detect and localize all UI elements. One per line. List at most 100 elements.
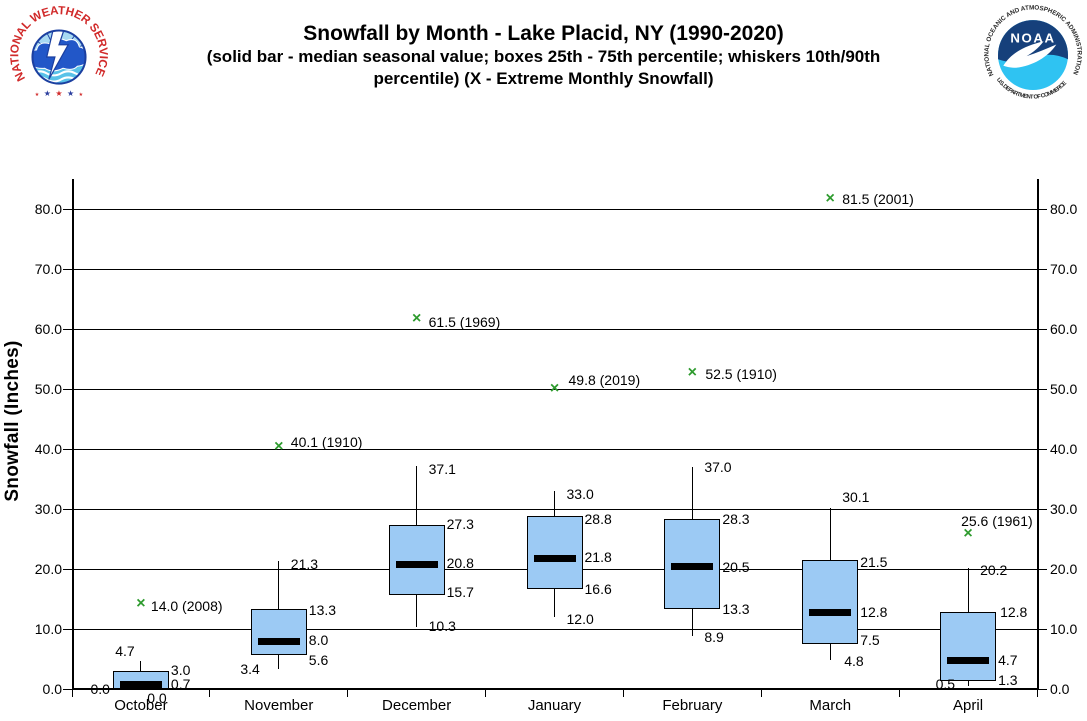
extreme-label-december: 61.5 (1969) xyxy=(428,314,501,330)
y-axis-label-left-0.0: 0.0 xyxy=(42,681,62,697)
value-label-march-p25: 7.5 xyxy=(860,632,880,648)
y-axis-label-right-50.0: 50.0 xyxy=(1050,381,1078,397)
value-label-april-p10: 0.5 xyxy=(935,676,956,692)
y-axis-label-left-60.0: 60.0 xyxy=(34,321,62,337)
y-axis-label-left-50.0: 50.0 xyxy=(34,381,62,397)
x-axis xyxy=(72,688,1039,690)
x-tick-3 xyxy=(485,689,487,697)
y-axis-left xyxy=(72,179,74,690)
y-axis-label-right-20.0: 20.0 xyxy=(1050,561,1078,577)
value-label-december-p10: 10.3 xyxy=(428,618,456,635)
box-march xyxy=(802,560,859,644)
value-label-november-median: 8.0 xyxy=(308,632,329,648)
median-bar-january xyxy=(533,554,576,562)
value-label-november-p10: 3.4 xyxy=(240,660,260,677)
value-label-october-p10: 0.0 xyxy=(90,681,110,697)
value-label-february-p25: 13.3 xyxy=(722,601,750,618)
month-label-february: February xyxy=(662,697,723,714)
value-label-march-p75: 21.5 xyxy=(860,554,888,570)
median-bar-april xyxy=(947,657,990,665)
whisker-bottom-april xyxy=(967,681,969,686)
gridline-60 xyxy=(72,328,1037,330)
extreme-marker-march: × xyxy=(825,190,835,207)
y-tick-right-10.0 xyxy=(1039,628,1047,630)
y-axis-label-left-30.0: 30.0 xyxy=(34,501,62,517)
nws-stars-icon: ★ ★ ★ ★ ★ xyxy=(35,89,84,98)
y-tick-right-0.0 xyxy=(1039,688,1047,690)
nws-logo-icon: NATIONAL WEATHER SERVICE xyxy=(8,4,110,106)
whisker-top-march xyxy=(829,508,831,560)
value-label-october-p75: 3.0 xyxy=(170,662,191,678)
gridline-10 xyxy=(72,628,1037,630)
y-axis-label-left-80.0: 80.0 xyxy=(34,201,62,217)
month-label-october: October xyxy=(114,697,168,714)
y-axis-label-right-30.0: 30.0 xyxy=(1050,501,1078,517)
extreme-label-january: 49.8 (2019) xyxy=(568,372,641,389)
y-tick-right-20.0 xyxy=(1039,568,1047,570)
x-tick-0 xyxy=(71,689,73,697)
y-axis-label-right-70.0: 70.0 xyxy=(1050,261,1078,277)
y-tick-right-30.0 xyxy=(1039,508,1047,510)
extreme-marker-october: × xyxy=(136,595,146,612)
x-tick-6 xyxy=(898,689,900,697)
y-tick-left-70.0 xyxy=(63,268,72,270)
y-axis-label-right-40.0: 40.0 xyxy=(1050,441,1078,457)
y-axis-label-left-70.0: 70.0 xyxy=(34,261,62,277)
value-label-february-p90: 37.0 xyxy=(704,459,732,475)
y-tick-left-10.0 xyxy=(63,628,72,630)
value-label-march-p10: 4.8 xyxy=(844,653,864,670)
value-label-december-median: 20.8 xyxy=(446,555,474,572)
y-tick-right-50.0 xyxy=(1039,388,1047,390)
box-november xyxy=(250,609,307,656)
y-tick-right-60.0 xyxy=(1039,328,1047,330)
extreme-label-february: 52.5 (1910) xyxy=(705,366,777,382)
whisker-bottom-december xyxy=(416,594,418,628)
gridline-80 xyxy=(72,208,1037,210)
nws-logo-svg: NATIONAL WEATHER SERVICE xyxy=(8,4,109,105)
y-tick-left-60.0 xyxy=(63,328,72,330)
extreme-marker-january: × xyxy=(549,380,560,398)
x-tick-2 xyxy=(347,689,349,697)
x-tick-1 xyxy=(209,689,211,697)
value-label-october-p25: 0.0 xyxy=(147,690,167,706)
y-axis-label-left-20.0: 20.0 xyxy=(34,561,62,577)
extreme-label-march: 81.5 (2001) xyxy=(842,191,914,207)
whisker-bottom-november xyxy=(278,655,280,669)
value-label-april-median: 4.7 xyxy=(998,651,1018,668)
y-axis-label-right-10.0: 10.0 xyxy=(1050,621,1078,637)
whisker-top-april xyxy=(967,567,969,613)
median-bar-october xyxy=(119,681,162,689)
extreme-label-april: 25.6 (1961) xyxy=(961,513,1033,530)
value-label-november-p75: 13.3 xyxy=(308,602,337,619)
value-label-january-p90: 33.0 xyxy=(566,486,594,502)
month-label-april: April xyxy=(953,697,984,714)
gridline-50 xyxy=(72,388,1037,390)
y-axis-label-left-40.0: 40.0 xyxy=(34,441,62,457)
extreme-label-november: 40.1 (1910) xyxy=(290,434,363,451)
whisker-top-february xyxy=(691,467,693,520)
value-label-december-p25: 15.7 xyxy=(446,583,474,600)
value-label-january-p25: 16.6 xyxy=(584,581,612,598)
median-bar-december xyxy=(395,560,438,568)
gridline-70 xyxy=(72,268,1037,270)
value-label-april-p75: 12.8 xyxy=(1000,604,1028,621)
whisker-bottom-january xyxy=(554,589,555,617)
value-label-january-p10: 12.0 xyxy=(566,611,594,627)
value-label-november-p90: 21.3 xyxy=(290,556,319,573)
whisker-top-january xyxy=(554,491,555,517)
value-label-february-median: 20.5 xyxy=(722,559,750,575)
y-tick-left-80.0 xyxy=(63,208,72,210)
value-label-january-p75: 28.8 xyxy=(584,511,612,528)
value-label-december-p90: 37.1 xyxy=(428,461,456,478)
chart-title: Snowfall by Month - Lake Placid, NY (199… xyxy=(303,22,784,45)
extreme-label-october: 14.0 (2008) xyxy=(150,598,223,614)
x-tick-5 xyxy=(760,689,762,697)
value-label-february-p10: 8.9 xyxy=(704,628,724,645)
noaa-wordmark: NOAA xyxy=(1010,30,1055,45)
y-tick-left-20.0 xyxy=(63,568,72,570)
value-label-november-p25: 5.6 xyxy=(308,652,329,669)
extreme-marker-february: × xyxy=(687,364,698,381)
whisker-top-november xyxy=(278,561,280,610)
whisker-bottom-february xyxy=(691,609,693,636)
